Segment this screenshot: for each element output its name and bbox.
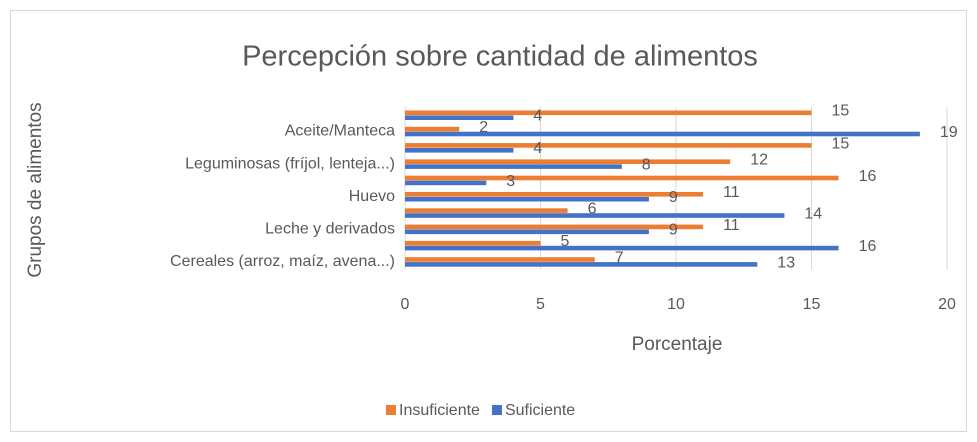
bar xyxy=(405,180,487,186)
y-axis-title: Grupos de alimentos xyxy=(25,102,46,277)
data-label: 16 xyxy=(859,168,877,185)
y-tick-label: Leguminosas (fríjol, lenteja...) xyxy=(185,155,395,172)
data-label: 4 xyxy=(533,108,542,125)
bar xyxy=(405,164,622,169)
chart-border xyxy=(10,10,967,432)
legend-label: Suficiente xyxy=(505,402,575,419)
data-label: 11 xyxy=(723,217,740,234)
bar xyxy=(405,213,785,218)
chart-title: Percepción sobre cantidad de alimentos xyxy=(242,41,758,73)
data-label: 14 xyxy=(804,205,822,222)
legend-swatch xyxy=(386,405,396,415)
data-label: 6 xyxy=(588,201,597,218)
y-tick-label: Cereales (arroz, maíz, avena...) xyxy=(170,253,395,270)
bar xyxy=(405,115,514,120)
x-tick-label: 20 xyxy=(938,296,956,313)
data-label: 9 xyxy=(669,222,678,239)
bar xyxy=(405,224,704,230)
legend-swatch xyxy=(491,405,502,415)
data-label: 9 xyxy=(669,189,678,206)
data-label: 2 xyxy=(479,119,488,136)
x-axis-title: Porcentaje xyxy=(632,334,723,355)
data-label: 7 xyxy=(615,249,624,266)
bar xyxy=(405,257,595,262)
data-label: 8 xyxy=(642,157,651,174)
legend-label: Insuficiente xyxy=(399,402,480,419)
data-label: 5 xyxy=(561,233,570,250)
bar xyxy=(405,148,514,153)
data-label: 16 xyxy=(859,238,877,255)
bar xyxy=(405,262,758,267)
bar xyxy=(405,196,649,202)
x-tick-label: 15 xyxy=(803,296,821,313)
data-label: 3 xyxy=(506,173,515,190)
data-label: 15 xyxy=(832,135,850,152)
bar xyxy=(405,131,920,137)
bar xyxy=(405,240,541,246)
bar xyxy=(405,175,839,181)
y-tick-label: Huevo xyxy=(349,188,395,205)
y-tick-label: Leche y derivados xyxy=(265,220,395,237)
bar xyxy=(405,126,460,132)
data-label: 13 xyxy=(777,254,795,271)
x-tick-label: 0 xyxy=(401,296,410,313)
bar xyxy=(405,229,649,235)
bar xyxy=(405,245,839,251)
bar xyxy=(405,143,812,148)
bar xyxy=(405,110,812,116)
bar xyxy=(405,208,568,213)
data-label: 15 xyxy=(832,103,850,120)
data-label: 19 xyxy=(940,124,958,141)
x-tick-label: 5 xyxy=(536,296,545,313)
data-label: 4 xyxy=(533,140,542,157)
y-tick-label: Aceite/Manteca xyxy=(285,123,395,140)
data-label: 11 xyxy=(723,184,740,201)
data-label: 12 xyxy=(750,152,768,169)
x-tick-label: 10 xyxy=(667,296,685,313)
bar xyxy=(405,192,704,197)
bar xyxy=(405,159,731,164)
